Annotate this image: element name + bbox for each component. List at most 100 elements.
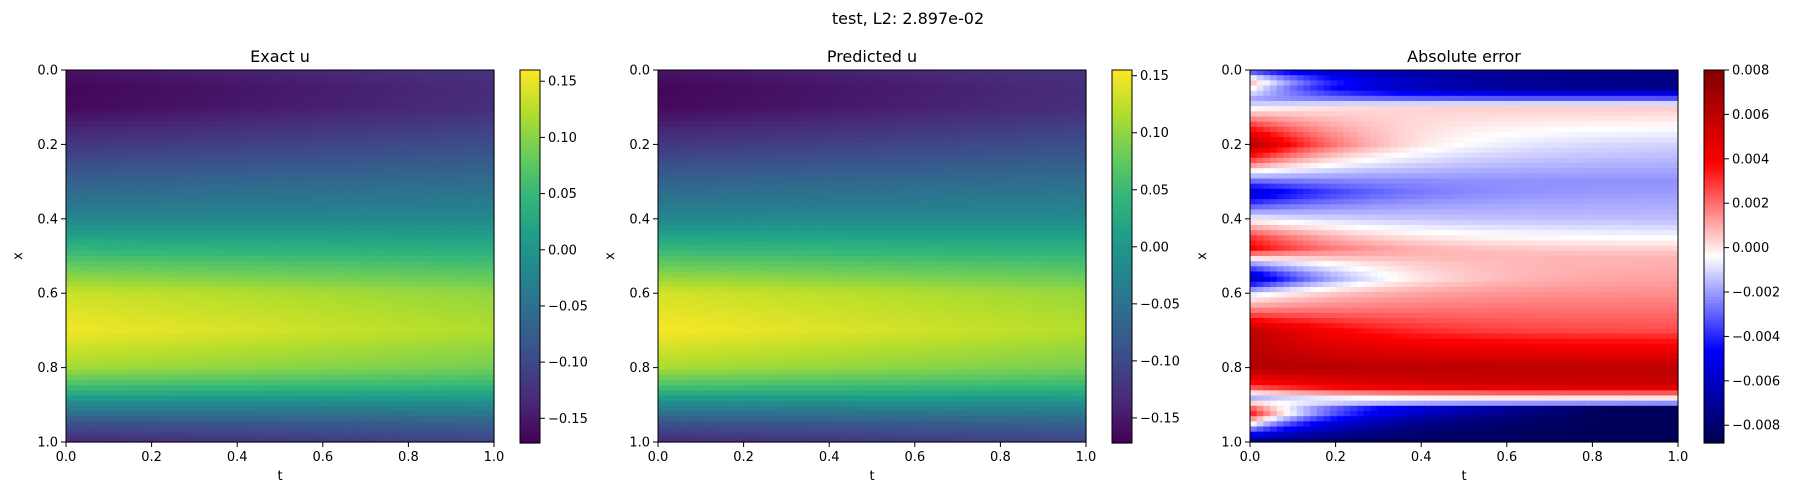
heatmap-cell (407, 271, 415, 278)
heatmap-cell (340, 312, 348, 319)
heatmap-cell (166, 95, 174, 102)
heatmap-cell (387, 132, 395, 138)
heatmap-cell (66, 281, 74, 288)
heatmap-cell (72, 395, 80, 402)
heatmap-cell (139, 364, 147, 371)
heatmap-cell (771, 70, 779, 76)
heatmap-cell (193, 385, 201, 391)
heatmap-cell (313, 266, 321, 273)
colorbar-segment (520, 110, 540, 115)
heatmap-cell (427, 436, 435, 443)
heatmap-cell (480, 411, 488, 417)
heatmap-cell (447, 390, 455, 397)
heatmap-cell (259, 152, 268, 159)
heatmap-cell (86, 359, 94, 366)
heatmap-cell (293, 292, 301, 298)
heatmap-cell (400, 395, 408, 402)
heatmap-cell (346, 250, 355, 257)
heatmap-cell (413, 235, 422, 242)
heatmap-cell (413, 121, 422, 128)
heatmap-cell (300, 380, 308, 386)
heatmap-cell (373, 75, 381, 81)
heatmap-cell (152, 333, 161, 340)
heatmap-cell (340, 343, 348, 350)
heatmap-cell (273, 106, 281, 112)
heatmap-cell (233, 436, 241, 443)
heatmap-cell (159, 359, 167, 366)
heatmap-cell (360, 230, 368, 236)
heatmap-cell (239, 137, 248, 143)
heatmap-cell (373, 292, 381, 298)
heatmap-cell (99, 312, 107, 319)
heatmap-cell (326, 188, 335, 195)
heatmap-cell (938, 70, 947, 76)
heatmap-cell (106, 106, 114, 112)
heatmap-cell (407, 338, 415, 345)
heatmap-cell (480, 380, 488, 386)
heatmap-cell (92, 395, 101, 402)
heatmap-cell (266, 240, 274, 247)
heatmap-cell (932, 80, 940, 87)
heatmap-cell (239, 142, 248, 149)
heatmap-cell (286, 338, 294, 345)
heatmap-cell (751, 80, 759, 87)
heatmap-cell (166, 354, 174, 360)
heatmap-cell (433, 416, 442, 422)
heatmap-cell (132, 245, 141, 252)
heatmap-cell (393, 276, 401, 283)
heatmap-cell (447, 194, 455, 200)
heatmap-cell (72, 385, 80, 391)
heatmap-cell (159, 390, 167, 397)
heatmap-cell (467, 276, 475, 283)
heatmap-cell (353, 338, 361, 345)
heatmap-cell (273, 359, 281, 366)
heatmap-cell (72, 297, 80, 304)
heatmap-cell (166, 137, 174, 143)
heatmap-cell (387, 214, 395, 221)
heatmap-cell (366, 385, 375, 391)
heatmap-cell (179, 385, 187, 391)
heatmap-cell (99, 199, 107, 205)
heatmap-cell (173, 95, 181, 102)
heatmap-cell (393, 359, 401, 366)
heatmap-cell (286, 266, 294, 273)
heatmap-cell (453, 312, 462, 319)
heatmap-cell (393, 343, 401, 350)
heatmap-cell (467, 70, 475, 76)
heatmap-cell (280, 421, 288, 428)
colorbar-segment (520, 160, 540, 164)
heatmap-cell (206, 281, 214, 288)
heatmap-cell (199, 230, 208, 236)
heatmap-cell (106, 287, 114, 293)
heatmap-cell (413, 173, 422, 180)
heatmap-cell (213, 173, 221, 180)
heatmap-cell (387, 183, 395, 190)
heatmap-cell (467, 354, 475, 360)
heatmap-cell (86, 214, 94, 221)
heatmap-cell (246, 85, 254, 92)
heatmap-cell (266, 349, 274, 355)
heatmap-cell (273, 152, 281, 159)
heatmap-cell (487, 116, 495, 123)
heatmap-cell (480, 276, 488, 283)
heatmap-cell (1032, 70, 1040, 76)
heatmap-cell (213, 137, 221, 143)
heatmap-cell (353, 90, 361, 97)
heatmap-cell (173, 245, 181, 252)
heatmap-cell (186, 70, 194, 76)
heatmap-cell (453, 281, 462, 288)
heatmap-cell (106, 116, 114, 123)
colorbar-segment (520, 390, 540, 394)
heatmap-cell (266, 323, 274, 329)
heatmap-cell (246, 354, 254, 360)
heatmap-cell (280, 142, 288, 149)
heatmap-cell (433, 75, 442, 81)
heatmap-cell (387, 276, 395, 283)
heatmap-cell (467, 204, 475, 211)
heatmap-cell (313, 235, 321, 242)
heatmap-cell (239, 411, 248, 417)
heatmap-cell (146, 338, 154, 345)
heatmap-cell (280, 297, 288, 304)
heatmap-cell (467, 400, 475, 407)
heatmap-cell (664, 85, 672, 92)
